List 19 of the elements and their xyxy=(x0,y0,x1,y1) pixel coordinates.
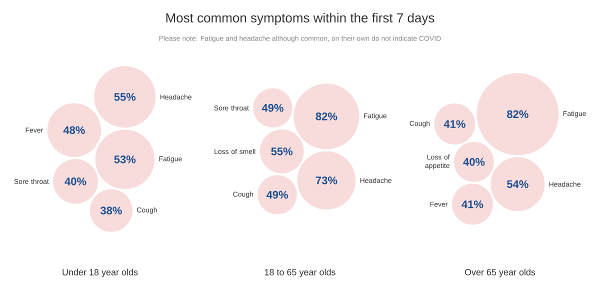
data-label: 55% xyxy=(271,148,293,156)
data-label: 82% xyxy=(316,112,338,120)
data-label: 54% xyxy=(507,180,528,188)
data-label: 41% xyxy=(462,200,484,208)
data-label: 73% xyxy=(316,176,338,184)
data-label: 53% xyxy=(114,156,136,164)
text: Over 65 year olds xyxy=(464,268,536,278)
data-label: 48% xyxy=(63,126,85,134)
data-label: 49% xyxy=(262,104,284,112)
text: Most common symptoms within the first 7 days xyxy=(166,12,434,26)
data-label: 40% xyxy=(64,178,86,186)
text: 18 to 65 year olds xyxy=(264,268,336,278)
data-label: 49% xyxy=(266,190,288,199)
data-label: 38% xyxy=(100,206,122,214)
data-label: 41% xyxy=(444,120,466,128)
data-label: 40% xyxy=(463,158,485,166)
data-label: 82% xyxy=(507,110,528,118)
data-label: 55% xyxy=(114,93,136,101)
text: Under 18 year olds xyxy=(62,268,138,278)
